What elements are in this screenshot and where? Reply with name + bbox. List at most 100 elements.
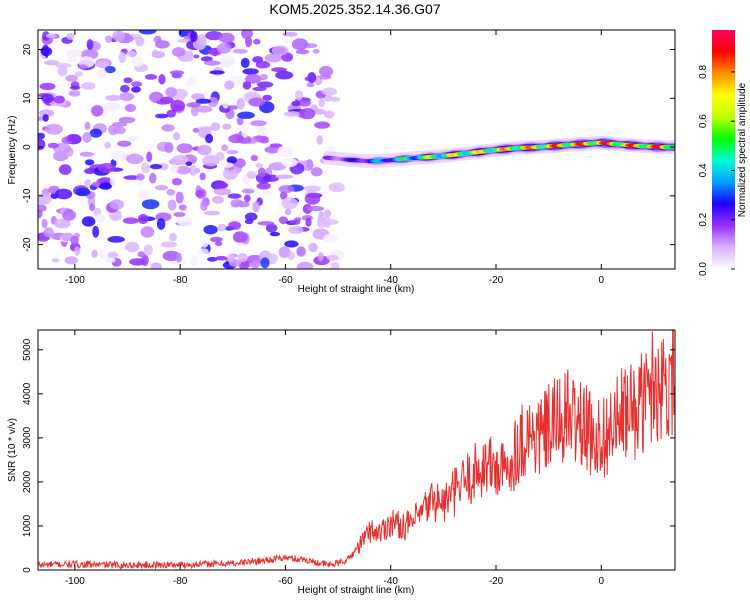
noise-blob [305, 217, 312, 227]
noise-blob [205, 133, 214, 144]
noise-blob [228, 259, 242, 267]
noise-blob [103, 102, 121, 111]
noise-blob [259, 137, 270, 144]
y-tick-label: -10 [22, 188, 33, 203]
noise-blob [232, 49, 248, 54]
noise-blob [245, 73, 262, 84]
noise-blob [278, 246, 291, 258]
noise-blob [218, 32, 235, 44]
noise-blob [257, 221, 275, 226]
noise-blob [158, 163, 169, 171]
noise-blob [177, 38, 192, 44]
x-tick-label: -60 [278, 576, 293, 587]
noise-blob [47, 142, 59, 149]
noise-blob [51, 258, 60, 263]
noise-blob [323, 94, 333, 102]
noise-blob [291, 100, 301, 107]
noise-blob [241, 125, 249, 138]
noise-blob [45, 33, 58, 39]
noise-blob [82, 132, 92, 143]
noise-blob [141, 162, 150, 174]
x-tick-label: -40 [383, 275, 398, 286]
noise-blob [105, 94, 123, 101]
y-tick-label: 0 [22, 567, 33, 573]
noise-blob [289, 219, 301, 225]
x-tick-label: 0 [599, 275, 605, 286]
noise-blob [74, 246, 81, 256]
noise-blob [104, 66, 116, 74]
noise-blob [255, 163, 263, 168]
noise-blob [166, 189, 176, 196]
noise-blob [38, 193, 52, 205]
noise-blob [287, 250, 295, 261]
noise-blob [173, 132, 181, 141]
colorbar-tick-label: 0.8 [698, 64, 709, 78]
noise-blob [166, 124, 175, 132]
spectrogram-y-axis-label: Frequency (Hz) [7, 116, 18, 185]
noise-blob [176, 165, 191, 175]
noise-blob [296, 99, 312, 107]
noise-blob [198, 248, 209, 255]
noise-blob [197, 34, 207, 46]
noise-blob [257, 127, 269, 136]
noise-blob [213, 188, 232, 196]
noise-blob [262, 189, 272, 197]
noise-blob [176, 143, 193, 154]
noise-blob [324, 209, 332, 218]
noise-blob [68, 90, 81, 97]
noise-blob [313, 108, 327, 115]
noise-blob [89, 128, 103, 138]
colorbar-tick-label: 0.6 [698, 114, 709, 128]
noise-blob [213, 182, 229, 189]
noise-blob [248, 97, 266, 107]
noise-blob [319, 65, 334, 77]
noise-blob [97, 163, 116, 173]
noise-blob [310, 167, 323, 177]
noise-blob [234, 158, 246, 168]
noise-blob [304, 192, 321, 205]
noise-blob [291, 38, 309, 51]
x-tick-label: 0 [599, 576, 605, 587]
noise-blob [185, 161, 193, 167]
noise-blob [195, 98, 212, 104]
noise-blob [124, 241, 140, 253]
x-tick-label: -80 [173, 275, 188, 286]
noise-blob [296, 246, 306, 257]
noise-blob [38, 53, 46, 62]
noise-blob [89, 203, 96, 212]
noise-blob [284, 208, 292, 216]
noise-blob [199, 172, 206, 181]
noise-blob [86, 39, 94, 50]
noise-blob [211, 196, 224, 204]
noise-blob [314, 121, 331, 129]
noise-blob [150, 262, 162, 269]
noise-blob [70, 235, 79, 246]
noise-blob [156, 100, 170, 105]
noise-blob [268, 162, 287, 171]
y-tick-label: -20 [22, 237, 33, 252]
x-tick-label: -40 [383, 576, 398, 587]
noise-blob [149, 163, 163, 170]
noise-blob [226, 150, 239, 155]
noise-blob [252, 86, 267, 92]
noise-blob [193, 54, 200, 59]
noise-blob [209, 236, 223, 243]
noise-blob [127, 135, 140, 142]
noise-blob [328, 182, 345, 193]
noise-blob [228, 105, 239, 110]
noise-blob [119, 92, 134, 101]
noise-blob [64, 256, 79, 265]
noise-blob [191, 255, 198, 267]
noise-blob [299, 108, 316, 120]
noise-blob [169, 70, 184, 75]
noise-blob [324, 110, 335, 119]
noise-blob [306, 82, 315, 88]
noise-blob [81, 82, 96, 90]
noise-blob [171, 47, 186, 57]
noise-blob [111, 150, 127, 162]
noise-blob [39, 109, 55, 117]
noise-blob [66, 32, 75, 40]
noise-blob [171, 178, 182, 186]
noise-blob [137, 189, 150, 200]
noise-blob [107, 236, 125, 243]
